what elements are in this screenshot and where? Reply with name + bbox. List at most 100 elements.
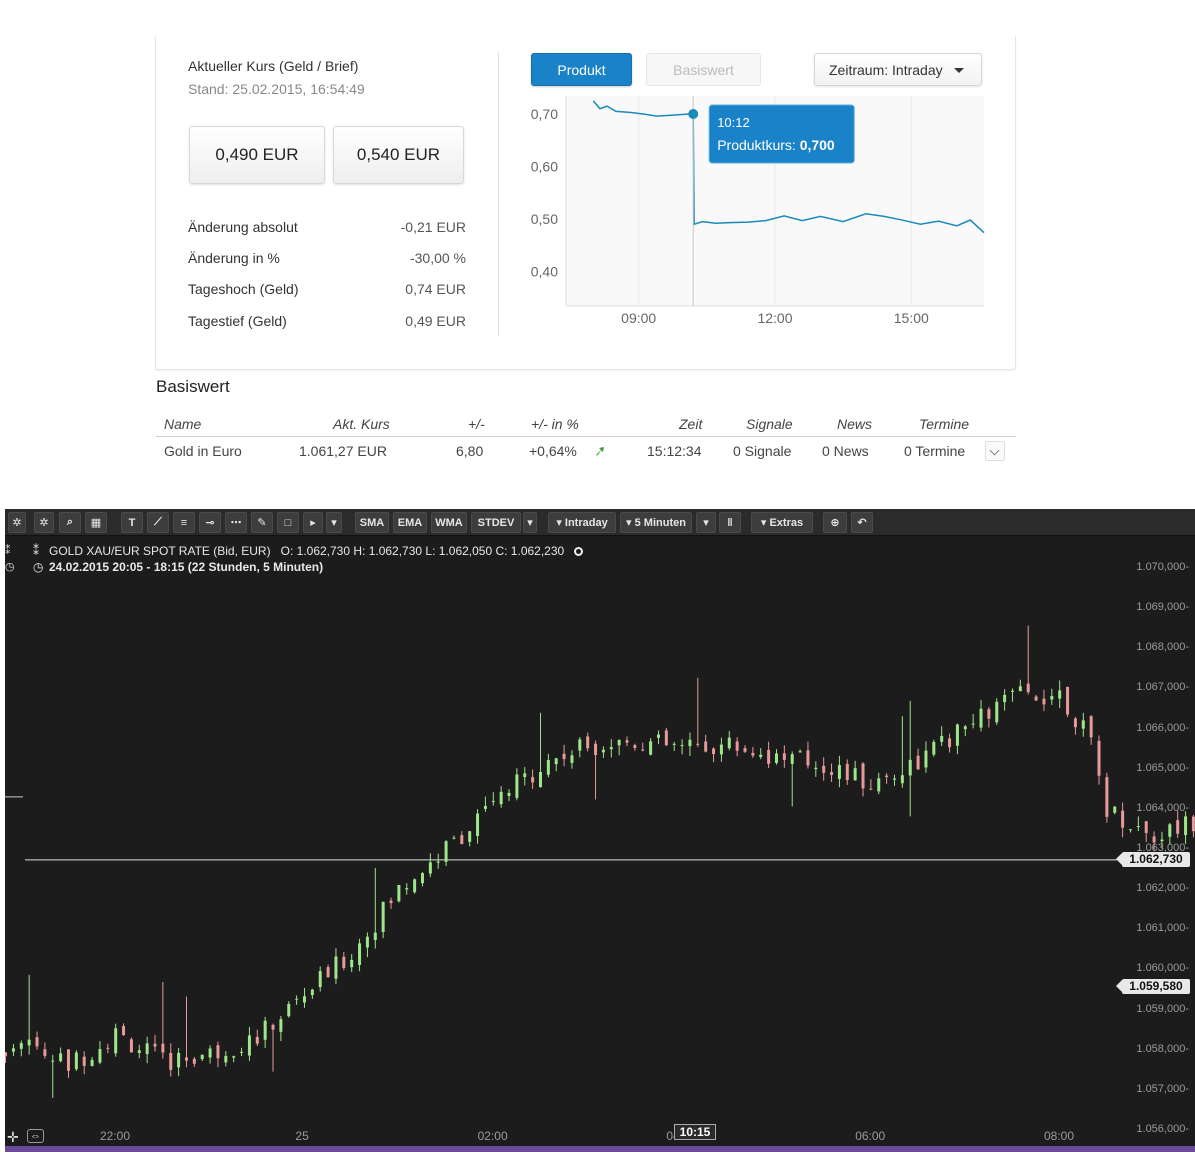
candle-body[interactable] [1160, 839, 1164, 842]
product-price-chart[interactable]: 09:00 12:00 15:00 0,40 0,50 0,60 0,70 10:12 Prod… [522, 96, 992, 336]
candle-body[interactable] [287, 1003, 291, 1017]
candle-body[interactable] [507, 792, 511, 796]
bid-price-button[interactable]: 0,490 EUR [189, 126, 325, 184]
candle-body[interactable] [98, 1049, 102, 1063]
candle-body[interactable] [515, 774, 519, 798]
candle-body[interactable] [790, 754, 794, 764]
candle-body[interactable] [798, 751, 802, 753]
candle-body[interactable] [27, 1039, 31, 1046]
candle-body[interactable] [1113, 806, 1117, 813]
candle-body[interactable] [892, 778, 896, 780]
candle-body[interactable] [1144, 821, 1148, 833]
candle-body[interactable] [137, 1050, 141, 1053]
candle-body[interactable] [381, 901, 385, 932]
candle-body[interactable] [1152, 836, 1156, 843]
candle-body[interactable] [531, 777, 535, 783]
candle-body[interactable] [247, 1035, 251, 1056]
candle-body[interactable] [908, 759, 912, 776]
candle-body[interactable] [971, 723, 975, 725]
candle-body[interactable] [853, 768, 857, 781]
candle-body[interactable] [476, 813, 480, 837]
candle-body[interactable] [727, 737, 731, 749]
undo-icon[interactable]: ↶ [851, 512, 873, 533]
candle-body[interactable] [444, 841, 448, 862]
fibonacci-tool-icon[interactable]: ≡ [173, 512, 195, 533]
candle-body[interactable] [995, 701, 999, 723]
candle-body[interactable] [570, 755, 574, 763]
candle-body[interactable] [43, 1049, 47, 1056]
candle-body[interactable] [822, 765, 826, 773]
candle-body[interactable] [1136, 826, 1140, 828]
candle-body[interactable] [224, 1055, 228, 1063]
candle-body[interactable] [869, 788, 873, 790]
rectangle-icon[interactable]: □ [277, 512, 299, 533]
candle-body[interactable] [114, 1028, 118, 1054]
candle-body[interactable] [940, 735, 944, 742]
candle-body[interactable] [1128, 829, 1132, 831]
ask-price-button[interactable]: 0,540 EUR [333, 126, 464, 184]
cell-signale[interactable]: 0 Signale [733, 443, 792, 459]
candle-body[interactable] [885, 775, 889, 778]
candle-body[interactable] [310, 989, 314, 996]
candle-body[interactable] [216, 1045, 220, 1059]
stdev-button[interactable]: STDEV [471, 512, 521, 533]
candle-body[interactable] [1121, 810, 1125, 828]
candle-body[interactable] [1081, 720, 1085, 729]
cursor-icon[interactable]: ▸ [303, 512, 323, 533]
candle-body[interactable] [955, 724, 959, 746]
candle-body[interactable] [594, 743, 598, 755]
candle-body[interactable] [948, 738, 952, 748]
candle-body[interactable] [601, 749, 605, 753]
candle-body[interactable] [932, 741, 936, 755]
intraday-dropdown[interactable]: ▾ Intraday [548, 512, 616, 533]
candle-body[interactable] [735, 741, 739, 751]
candle-body[interactable] [1176, 820, 1180, 834]
candle-body[interactable] [649, 741, 653, 755]
candle-body[interactable] [987, 709, 991, 719]
candle-body[interactable] [1010, 690, 1014, 692]
horizontal-line-icon[interactable]: ⊸ [199, 512, 221, 533]
candle-body[interactable] [1089, 716, 1093, 738]
candle-body[interactable] [51, 1060, 55, 1062]
close-circle-icon[interactable] [573, 547, 583, 556]
candle-body[interactable] [491, 800, 495, 802]
wma-button[interactable]: WMA [431, 512, 467, 533]
candle-body[interactable] [74, 1052, 78, 1070]
candle-body[interactable] [1003, 694, 1007, 703]
candle-body[interactable] [562, 753, 566, 760]
candle-body[interactable] [767, 749, 771, 764]
candle-body[interactable] [1034, 696, 1038, 701]
pencil-icon[interactable]: ✎ [251, 512, 273, 533]
candle-body[interactable] [759, 754, 763, 758]
candle-body[interactable] [59, 1053, 63, 1062]
candle-body[interactable] [389, 900, 393, 904]
candle-body[interactable] [413, 879, 417, 893]
search-icon[interactable]: ⌕ [59, 512, 81, 533]
candle-body[interactable] [122, 1026, 126, 1036]
candle-body[interactable] [1018, 686, 1022, 692]
candle-body[interactable] [578, 739, 582, 751]
candle-body[interactable] [1050, 696, 1054, 700]
sma-button[interactable]: SMA [355, 512, 389, 533]
candle-body[interactable] [1191, 816, 1195, 832]
candle-body[interactable] [342, 956, 346, 968]
candle-body[interactable] [845, 763, 849, 781]
candle-body[interactable] [177, 1052, 181, 1068]
candle-body[interactable] [90, 1059, 94, 1066]
candle-body[interactable] [397, 884, 401, 902]
candle-body[interactable] [499, 791, 503, 805]
candle-body[interactable] [641, 749, 645, 751]
scroll-bar[interactable] [5, 1146, 1195, 1152]
candle-body[interactable] [106, 1047, 110, 1049]
candle-body[interactable] [358, 943, 362, 965]
candle-body[interactable] [318, 971, 322, 988]
candle-body[interactable] [672, 743, 676, 745]
candle-body[interactable] [66, 1049, 70, 1071]
candle-body[interactable] [271, 1024, 275, 1030]
candle-body[interactable] [861, 763, 865, 789]
dotted-line-icon[interactable]: ⋯ [225, 512, 247, 533]
candle-body[interactable] [1058, 690, 1062, 699]
candle-body[interactable] [405, 888, 409, 890]
candle-body[interactable] [586, 736, 590, 749]
candle-body[interactable] [82, 1056, 86, 1066]
